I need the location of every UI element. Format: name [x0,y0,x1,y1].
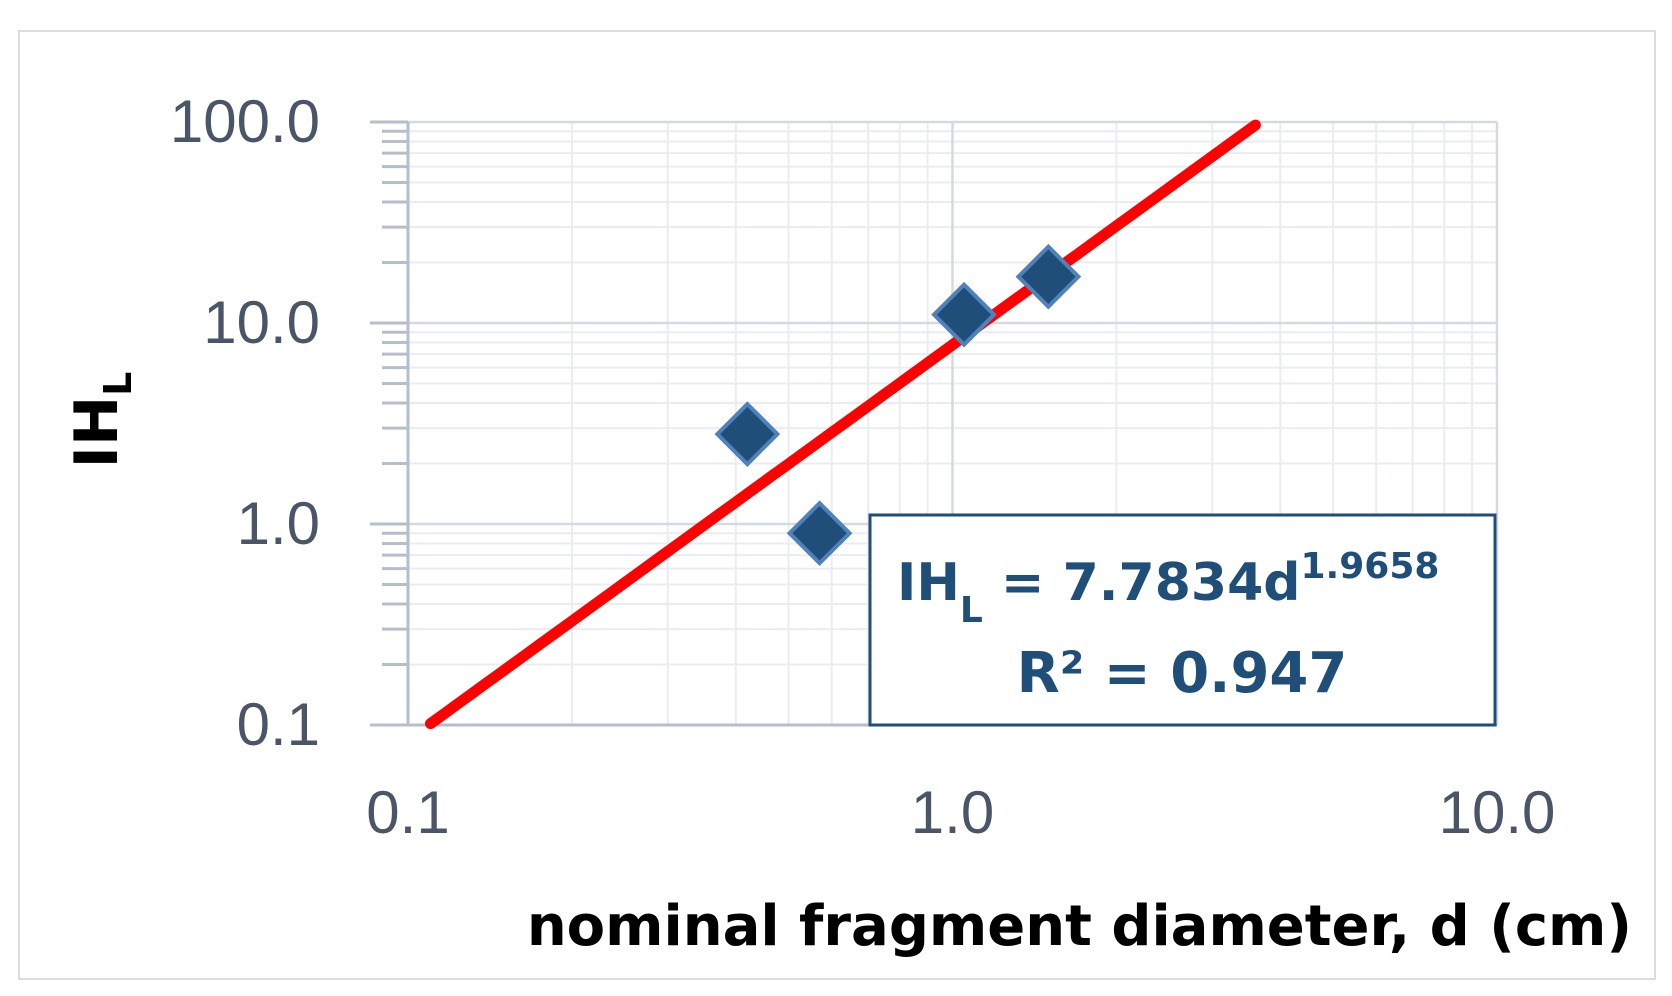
chart-frame [18,30,1656,980]
data-point [786,500,853,567]
y-tick-label: 1.0 [237,490,320,557]
x-axis-title: nominal fragment diameter, d (cm) [527,894,1632,959]
x-tick-label: 0.1 [366,779,449,846]
y-axis-title-main: IH [62,396,132,469]
data-point [714,401,781,467]
trendline [425,119,1261,730]
data-point [931,281,997,348]
y-axis-title-sub: L [96,372,140,396]
y-tick-label: 10.0 [203,289,320,356]
y-tick-label: 100.0 [170,88,320,155]
data-point [1015,243,1082,310]
tick-labels: 0.1 1.0 10.0 100.0 0.1 1.0 10.0 [170,88,1556,846]
equation-box-border [868,513,1497,727]
x-tick-label: 10.0 [1439,779,1556,846]
equation-rhs: = 7.7834d [983,553,1301,613]
r-squared: R² = 0.947 [1017,641,1348,706]
equation-box: IHL = 7.7834d1.9658 R² = 0.947 [868,513,1497,727]
equation-line: IHL = 7.7834d1.9658 [897,546,1439,631]
data-points [714,243,1082,567]
y-tick-label: 0.1 [237,691,320,758]
trendline-group [425,119,1261,730]
x-tick-label: 1.0 [911,779,994,846]
equation-lhs: IH [897,553,960,613]
y-axis-title-text: IHL [62,372,140,469]
equation-lhs-sub: L [960,590,983,631]
equation-exponent: 1.9658 [1301,546,1440,587]
y-axis-title: IHL [62,372,140,469]
